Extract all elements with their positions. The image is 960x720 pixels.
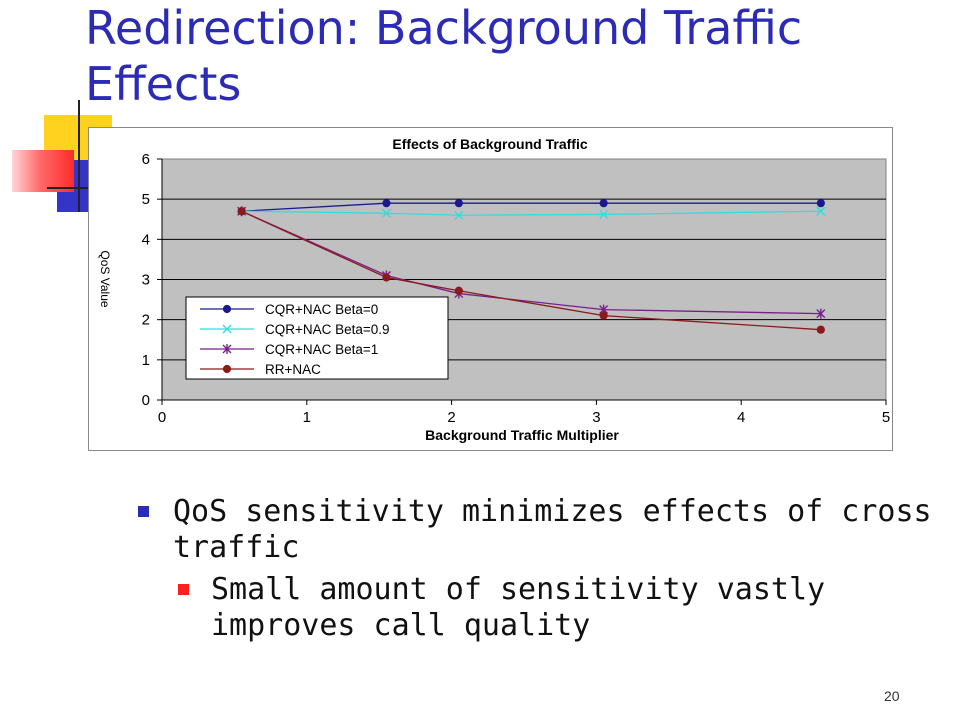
bullet-list: QoS sensitivity minimizes effects of cro… bbox=[135, 494, 935, 644]
y-tick-label: 1 bbox=[142, 352, 150, 369]
x-tick-label: 2 bbox=[447, 409, 455, 426]
decor-red-gradient-bar bbox=[12, 150, 74, 192]
data-point bbox=[816, 199, 825, 208]
data-point bbox=[454, 199, 463, 208]
page-number: 20 bbox=[884, 688, 900, 704]
data-point bbox=[599, 199, 608, 208]
x-tick-label: 0 bbox=[158, 409, 166, 426]
sub-bullet-item: Small amount of sensitivity vastly impro… bbox=[176, 572, 935, 644]
legend-label: RR+NAC bbox=[265, 362, 321, 377]
data-point bbox=[816, 308, 826, 319]
sub-bullet-text: Small amount of sensitivity vastly impro… bbox=[211, 572, 826, 643]
legend-swatch-marker bbox=[222, 324, 232, 334]
x-axis-label: Background Traffic Multiplier bbox=[425, 427, 619, 443]
data-point bbox=[816, 206, 826, 216]
data-point bbox=[382, 273, 391, 282]
x-tick-label: 5 bbox=[882, 409, 890, 426]
legend-label: CQR+NAC Beta=0 bbox=[265, 302, 378, 317]
chart-container: 0 1 2 3 4 5 6 0 1 2 3 4 5 Effects of Background Traff… bbox=[88, 127, 893, 451]
y-tick-label: 0 bbox=[142, 392, 150, 409]
x-tick-label: 4 bbox=[737, 409, 745, 426]
data-point bbox=[816, 325, 825, 334]
legend-swatch-marker bbox=[222, 364, 232, 374]
y-tick-label: 4 bbox=[142, 231, 150, 248]
square-bullet-icon bbox=[138, 506, 149, 517]
data-point bbox=[454, 210, 464, 220]
data-point bbox=[381, 208, 391, 218]
data-point bbox=[599, 311, 608, 320]
x-tick-label: 1 bbox=[303, 409, 311, 426]
y-tick-label: 5 bbox=[142, 191, 150, 208]
y-tick-label: 3 bbox=[142, 272, 150, 289]
bullet-text: QoS sensitivity minimizes effects of cro… bbox=[173, 494, 932, 565]
line-chart: 0 1 2 3 4 5 6 0 1 2 3 4 5 Effects of Background Traff… bbox=[98, 136, 890, 443]
y-tick-label: 6 bbox=[142, 151, 150, 168]
legend-label: CQR+NAC Beta=0.9 bbox=[265, 322, 390, 337]
data-point bbox=[382, 199, 391, 208]
y-axis-label: QoS Value bbox=[98, 250, 112, 307]
slide-title: Redirection: Background Traffic Effects bbox=[85, 1, 803, 111]
legend-swatch-marker bbox=[222, 304, 232, 314]
x-tick-label: 3 bbox=[592, 409, 600, 426]
bullet-item: QoS sensitivity minimizes effects of cro… bbox=[135, 494, 935, 566]
data-point bbox=[454, 286, 463, 295]
legend-label: CQR+NAC Beta=1 bbox=[265, 342, 378, 357]
chart-title: Effects of Background Traffic bbox=[392, 136, 587, 152]
square-bullet-icon bbox=[178, 584, 189, 595]
data-point bbox=[599, 209, 609, 219]
legend-swatch-marker bbox=[222, 344, 232, 354]
decor-vertical-line bbox=[78, 100, 80, 212]
y-tick-label: 2 bbox=[142, 312, 150, 329]
data-point bbox=[237, 207, 246, 216]
